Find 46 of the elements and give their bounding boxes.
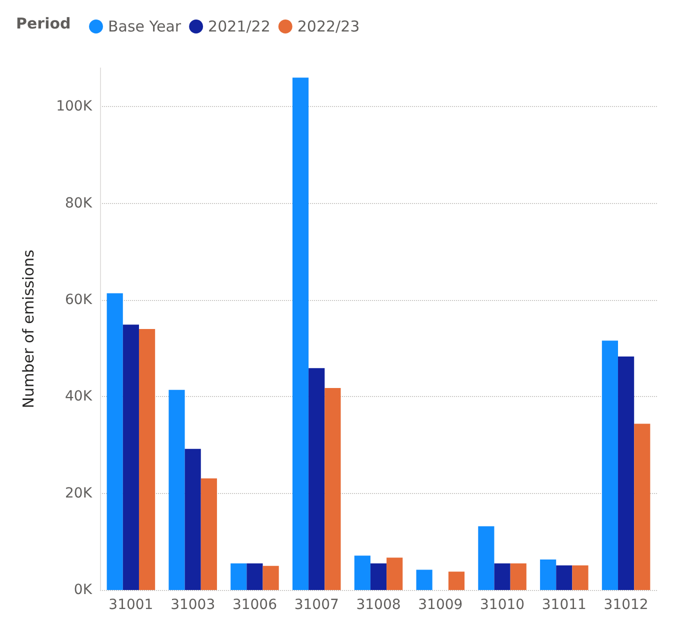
bar <box>246 563 263 590</box>
x-tick-label: 31012 <box>604 597 648 613</box>
legend-label: 2022/23 <box>297 18 360 36</box>
y-tick-label: 80K <box>65 195 93 212</box>
bar <box>618 356 634 590</box>
y-tick-label: 40K <box>65 388 93 405</box>
y-tick-label: 20K <box>65 485 93 502</box>
bar <box>572 565 588 590</box>
bar <box>106 293 123 590</box>
bar <box>354 556 370 590</box>
x-tick-label: 31009 <box>418 597 463 613</box>
bar <box>540 560 556 590</box>
x-tick-label: 31007 <box>294 597 339 613</box>
bar <box>122 324 139 590</box>
bar <box>416 570 432 590</box>
x-tick-label: 31010 <box>480 597 525 613</box>
bar <box>168 390 185 590</box>
bar <box>230 563 247 590</box>
bar <box>200 478 217 590</box>
y-tick-label: 0K <box>74 582 93 598</box>
legend-title: Period <box>16 14 71 32</box>
bar <box>138 329 156 590</box>
bar <box>292 78 309 590</box>
bar <box>386 558 403 590</box>
bar <box>324 388 341 590</box>
x-tick-label: 31006 <box>232 597 278 613</box>
bar <box>510 563 526 590</box>
x-tick-label: 31011 <box>542 597 586 613</box>
bar <box>602 340 618 590</box>
bar <box>448 572 465 590</box>
bar <box>262 566 279 590</box>
y-tick-label: 60K <box>65 292 93 308</box>
bar <box>184 448 201 590</box>
bar <box>370 563 387 590</box>
x-tick-label: 31008 <box>356 597 401 613</box>
bar <box>308 368 325 590</box>
bar <box>556 565 572 590</box>
x-tick-label: 31003 <box>170 597 216 613</box>
legend-label: 2021/22 <box>208 18 270 36</box>
y-axis-title: Number of emissions <box>20 250 38 408</box>
legend-label: Base Year <box>108 18 182 36</box>
y-tick-label: 100K <box>56 98 93 115</box>
bar <box>634 424 650 590</box>
bar <box>478 526 494 590</box>
x-tick-label: 31001 <box>108 597 154 613</box>
bar <box>494 563 510 590</box>
